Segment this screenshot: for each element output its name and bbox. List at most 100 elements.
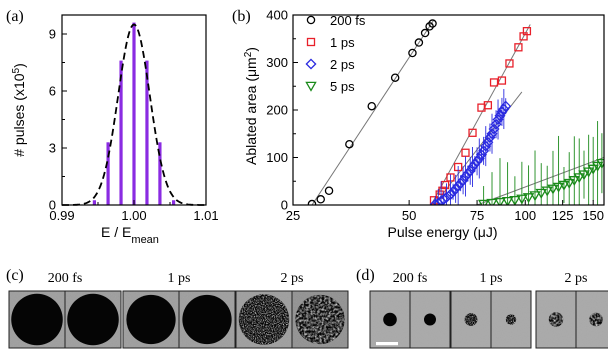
x-tick-label: 75	[470, 208, 484, 223]
data-point	[473, 152, 485, 164]
x-tick-label: 1.00	[121, 208, 146, 223]
panel-a-label: (a)	[6, 8, 24, 25]
duration-label: 200 fs	[393, 271, 428, 286]
data-point	[573, 173, 585, 184]
data-point	[305, 58, 317, 70]
data-point	[514, 43, 523, 52]
data-point	[582, 167, 595, 178]
data-point	[408, 48, 417, 58]
series-1-ps	[429, 26, 532, 205]
data-point	[307, 199, 317, 205]
micrograph-group	[235, 290, 349, 349]
y-tick-label: 200	[266, 103, 288, 118]
legend-label: 200 fs	[330, 13, 366, 28]
fit-line	[311, 19, 435, 205]
x-tick-label: 25	[286, 208, 300, 223]
y-axis-label: Ablated area (μm2)	[243, 47, 260, 165]
data-point	[462, 168, 474, 180]
data-point	[501, 196, 514, 205]
panel-label: (d)	[356, 267, 375, 284]
data-point	[441, 180, 450, 190]
panel-b-label: (b)	[232, 8, 251, 25]
panel-b-ablated-area-plot: (b) 25 50 75 100 125 150 0 100 200 300 400 Pulse ene…	[232, 8, 605, 240]
y-tick-label: 3	[49, 141, 56, 156]
data-point	[428, 19, 437, 28]
data-point	[505, 59, 514, 68]
data-point	[492, 113, 504, 126]
data-point	[498, 103, 510, 115]
data-point	[457, 174, 469, 186]
data-point	[480, 140, 492, 152]
data-point	[587, 164, 599, 175]
data-point	[516, 194, 528, 205]
x-tick-label: 0.99	[49, 208, 74, 223]
histogram-bar	[172, 200, 176, 205]
histogram-bar	[158, 142, 162, 205]
data-point	[468, 128, 477, 137]
legend-label: 1 ps	[330, 35, 355, 50]
data-point	[494, 197, 506, 205]
ablation-spot	[126, 294, 176, 345]
y-axis-label: # pulses (x105)	[11, 63, 28, 157]
data-point	[345, 139, 354, 149]
scale-bar	[376, 342, 398, 346]
duration-label: 1 ps	[480, 271, 503, 286]
y-tick-label: 6	[49, 84, 56, 99]
data-point	[452, 180, 464, 192]
data-point	[414, 38, 424, 47]
data-point	[535, 188, 547, 199]
series-200-fs	[307, 19, 437, 205]
panel-a-histogram: (a) 0.99 1.00 1.01 0 3 6 9 E / Emean # pulses (x1…	[6, 8, 219, 246]
data-point	[522, 193, 535, 204]
duration-label: 200 fs	[48, 271, 83, 286]
ablation-spot	[67, 293, 119, 346]
data-point	[390, 73, 400, 82]
x-tick-label: 125	[552, 208, 574, 223]
data-point	[444, 189, 457, 201]
histogram-bar	[92, 200, 96, 205]
spot-speckle	[238, 294, 290, 345]
spot-mottle	[589, 312, 603, 327]
data-point	[509, 195, 521, 205]
data-point	[469, 158, 481, 170]
data-point	[455, 177, 467, 189]
x-tick-label: 100	[514, 208, 536, 223]
series-5-ps	[477, 121, 604, 205]
data-point	[578, 170, 590, 181]
data-point	[306, 15, 316, 25]
data-point	[500, 100, 512, 112]
data-point	[438, 186, 447, 195]
data-point	[367, 101, 376, 111]
histogram-bar	[119, 60, 123, 205]
scale-bar	[18, 37, 46, 41]
x-tick-label: 50	[402, 208, 416, 223]
histogram-bar	[132, 22, 136, 205]
data-point	[591, 161, 604, 172]
data-point	[558, 180, 570, 191]
y-tick-label: 9	[49, 27, 56, 42]
legend: 200 fs 1 ps 2 ps 5 ps	[305, 13, 366, 94]
data-point	[316, 195, 325, 204]
data-point	[450, 183, 462, 195]
x-tick-label: 150	[582, 208, 604, 223]
plot-area	[307, 19, 604, 205]
y-tick-label: 300	[266, 55, 288, 70]
data-point	[522, 26, 532, 36]
ablation-spot	[383, 312, 397, 327]
micrograph-group	[450, 290, 532, 349]
data-point	[440, 191, 453, 203]
panel-c-micrographs: (c) 200 fs 1 ps 2 ps	[6, 37, 349, 349]
spot-speckle	[464, 313, 478, 326]
data-point	[486, 198, 498, 205]
x-axis-label: Pulse energy (μJ)	[388, 224, 498, 240]
data-point	[461, 148, 470, 157]
panel-d-micrographs: (d) 200 fs 1 ps 2 ps	[356, 267, 608, 349]
fit-line	[476, 157, 604, 205]
spot-speckle	[505, 314, 517, 325]
data-point	[568, 176, 581, 187]
data-point	[471, 155, 483, 167]
ablation-spot	[11, 293, 63, 346]
histogram-bar	[106, 142, 110, 205]
micrograph-group	[122, 290, 236, 349]
histogram-bar	[145, 60, 149, 205]
